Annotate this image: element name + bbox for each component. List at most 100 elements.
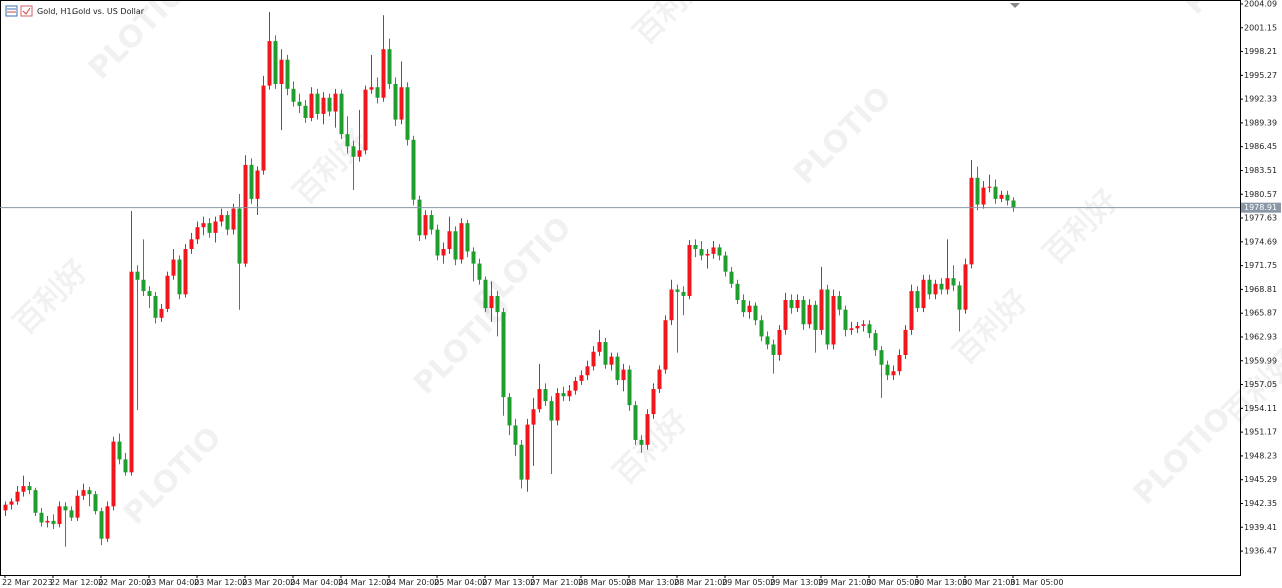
candle-body bbox=[471, 251, 476, 264]
candle-body bbox=[705, 253, 710, 256]
candle-body bbox=[411, 139, 416, 200]
x-tick-label: 25 Mar 04:00 bbox=[434, 578, 487, 587]
candle-body bbox=[843, 309, 848, 330]
candle-body bbox=[153, 295, 158, 318]
candle-body bbox=[669, 289, 674, 321]
y-tick-label: 1959.99 bbox=[1244, 356, 1277, 365]
candle-body bbox=[33, 490, 38, 513]
candle-body bbox=[537, 388, 542, 410]
candle-body bbox=[393, 83, 398, 120]
y-tick-label: 1945.29 bbox=[1244, 475, 1277, 484]
candle-body bbox=[873, 333, 878, 351]
candle-body bbox=[1005, 194, 1010, 201]
candle-body bbox=[501, 312, 506, 398]
candle-body bbox=[249, 164, 254, 199]
candle-body bbox=[363, 89, 368, 151]
candle-body bbox=[387, 49, 392, 84]
x-tick-label: 28 Mar 05:00 bbox=[578, 578, 631, 587]
candle-body bbox=[969, 177, 974, 265]
x-tick-label: 24 Mar 20:00 bbox=[386, 578, 439, 587]
candle-body bbox=[93, 494, 98, 512]
candle-body bbox=[993, 186, 998, 199]
candle-body bbox=[951, 278, 956, 286]
candle-body bbox=[525, 424, 530, 480]
candle-body bbox=[177, 259, 182, 295]
candle-body bbox=[345, 134, 350, 147]
candle-body bbox=[87, 490, 92, 495]
candle-body bbox=[489, 295, 494, 309]
x-tick-label: 30 Mar 13:00 bbox=[914, 578, 967, 587]
candle-body bbox=[957, 285, 962, 310]
candle-body bbox=[855, 325, 860, 329]
candle-body bbox=[561, 393, 566, 397]
y-tick-label: 1954.11 bbox=[1244, 404, 1277, 413]
candle-body bbox=[333, 93, 338, 112]
candle-body bbox=[309, 93, 314, 118]
candle-body bbox=[603, 342, 608, 365]
candle-body bbox=[21, 486, 26, 492]
candle-body bbox=[81, 490, 86, 496]
y-tick-label: 2001.15 bbox=[1244, 23, 1277, 32]
candle-body bbox=[987, 186, 992, 188]
candle-body bbox=[651, 388, 656, 415]
candle-body bbox=[189, 239, 194, 250]
candle-body bbox=[273, 41, 278, 84]
y-tick-label: 1986.45 bbox=[1244, 142, 1277, 151]
candle-body bbox=[927, 279, 932, 295]
candle-body bbox=[243, 164, 248, 264]
candle-body bbox=[45, 520, 50, 523]
candle-body bbox=[741, 300, 746, 313]
candle-body bbox=[237, 208, 242, 264]
candle-body bbox=[891, 371, 896, 376]
candle-body bbox=[351, 146, 356, 157]
icon-box[interactable] bbox=[5, 5, 18, 17]
candle-body bbox=[519, 444, 524, 480]
candle-body bbox=[321, 97, 326, 114]
x-tick-label: 23 Mar 04:00 bbox=[146, 578, 199, 587]
x-tick-label: 24 Mar 12:00 bbox=[338, 578, 391, 587]
candle-body bbox=[459, 223, 464, 260]
candle-body bbox=[663, 320, 668, 370]
candle-body bbox=[597, 342, 602, 352]
candle-body bbox=[885, 364, 890, 376]
candle-body bbox=[759, 320, 764, 337]
candle-body bbox=[435, 229, 440, 256]
y-tick-label: 1965.87 bbox=[1244, 309, 1277, 318]
candle-body bbox=[771, 344, 776, 356]
candle-body bbox=[135, 271, 140, 280]
y-tick-label: 1951.17 bbox=[1244, 428, 1277, 437]
candle-body bbox=[267, 41, 272, 86]
candle-body bbox=[495, 295, 500, 313]
candle-body bbox=[483, 279, 488, 309]
candle-body bbox=[939, 283, 944, 290]
icon-box[interactable] bbox=[20, 5, 33, 17]
candle-body bbox=[687, 244, 692, 296]
candle-body bbox=[675, 289, 680, 292]
candle-body bbox=[849, 328, 854, 330]
candle-body bbox=[645, 414, 650, 445]
candle-body bbox=[231, 208, 236, 230]
candle-body bbox=[201, 223, 206, 228]
candle-body bbox=[921, 279, 926, 309]
candle-body bbox=[909, 291, 914, 330]
candle-body bbox=[867, 324, 872, 334]
candle-body bbox=[429, 215, 434, 230]
y-tick-label: 1992.33 bbox=[1244, 95, 1277, 104]
symbol-icon[interactable] bbox=[5, 5, 33, 17]
candle-body bbox=[399, 87, 404, 120]
candle-body bbox=[423, 215, 428, 236]
candle-body bbox=[963, 264, 968, 310]
candle-body bbox=[63, 506, 68, 511]
candle-body bbox=[933, 283, 938, 295]
candle-body bbox=[285, 59, 290, 89]
candle-body bbox=[753, 305, 758, 321]
candle-body bbox=[879, 350, 884, 365]
y-tick-label: 1995.27 bbox=[1244, 71, 1277, 80]
candle-body bbox=[117, 441, 122, 460]
candle-body bbox=[75, 495, 80, 518]
candle-body bbox=[585, 366, 590, 376]
x-tick-label: 23 Mar 12:00 bbox=[194, 578, 247, 587]
candle-body bbox=[975, 177, 980, 205]
